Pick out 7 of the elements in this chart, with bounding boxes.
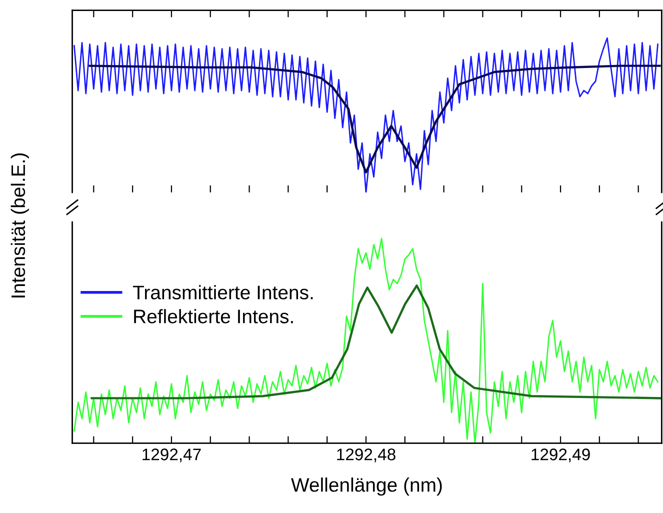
legend-label: Reflektierte Intens.: [134, 309, 293, 324]
legend-label: Transmittierte Intens.: [132, 285, 313, 300]
y-axis-title: Intensität (bel.E.): [10, 153, 29, 298]
x-tick-label: 1292,49: [532, 448, 590, 462]
x-axis-title: Wellenlänge (nm): [291, 478, 442, 496]
x-tick-label: 1292,48: [337, 448, 396, 462]
x-tick-label: 1292,47: [142, 448, 201, 462]
